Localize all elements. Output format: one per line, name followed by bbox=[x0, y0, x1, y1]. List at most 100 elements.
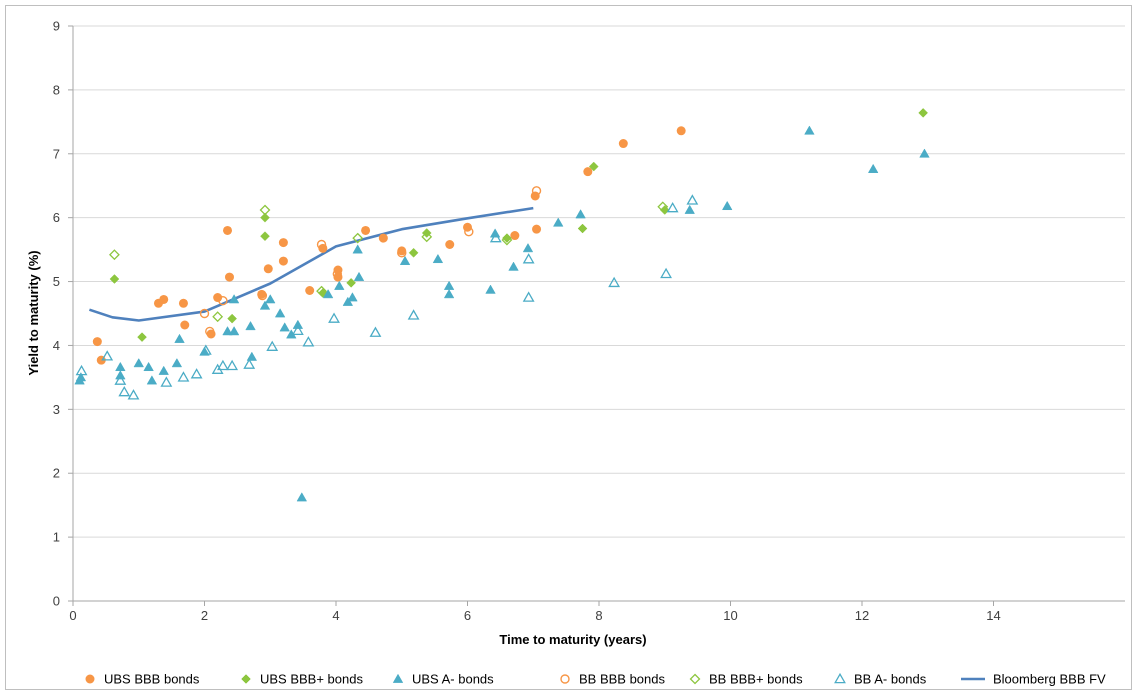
data-point-ubs-bbb-bonds-13 bbox=[278, 238, 288, 248]
data-point-ubs-bbb-bonds-24 bbox=[530, 191, 540, 201]
data-point-ubs-bbb-bonds-6 bbox=[346, 277, 356, 288]
data-point-ubs-a-bonds-14 bbox=[245, 320, 256, 331]
data-point-bb-a-bonds-17 bbox=[369, 326, 382, 337]
data-point-bb-bbb-bonds-0 bbox=[199, 308, 210, 319]
series-bb-a-bonds bbox=[75, 194, 699, 400]
series-bb-bbb-bonds bbox=[109, 201, 669, 323]
data-point-ubs-a-bonds-9 bbox=[174, 333, 185, 343]
data-point-ubs-bbb-bonds-0 bbox=[109, 274, 120, 284]
data-point-ubs-a-bonds-22 bbox=[296, 492, 308, 502]
data-point-ubs-bbb-bonds-3 bbox=[159, 294, 169, 304]
data-point-ubs-a-bonds-5 bbox=[143, 361, 154, 372]
data-point-ubs-a-bonds-38 bbox=[575, 209, 586, 219]
data-point-bb-a-bonds-23 bbox=[660, 267, 672, 279]
data-point-ubs-a-bonds-8 bbox=[171, 358, 183, 368]
x-tick-label-8: 8 bbox=[595, 608, 602, 623]
y-tick-label-6: 6 bbox=[53, 210, 60, 225]
data-point-ubs-a-bonds-1 bbox=[75, 372, 87, 382]
data-point-ubs-a-bonds-21 bbox=[292, 319, 304, 329]
data-point-ubs-bbb-bonds-11 bbox=[263, 264, 273, 274]
y-tick-label-7: 7 bbox=[53, 146, 60, 161]
y-tick-label-4: 4 bbox=[53, 338, 60, 353]
data-point-bb-bbb-bonds-1 bbox=[212, 311, 224, 323]
data-point-ubs-a-bonds-25 bbox=[342, 296, 354, 306]
data-point-bb-a-bonds-2 bbox=[114, 374, 127, 385]
series-ubs-a-bonds bbox=[74, 125, 930, 502]
data-point-bb-a-bonds-14 bbox=[291, 324, 304, 336]
legend-label-bloomberg-bbb-fv: Bloomberg BBB FV bbox=[993, 672, 1106, 687]
data-point-bb-bbb-bonds-7 bbox=[657, 201, 669, 213]
legend-swatch-bb-bbb-bonds bbox=[560, 674, 570, 684]
x-tick-label-0: 0 bbox=[69, 608, 76, 623]
data-point-bb-a-bonds-5 bbox=[160, 376, 173, 387]
data-point-bb-a-bonds-15 bbox=[302, 336, 315, 347]
data-point-ubs-a-bonds-29 bbox=[399, 255, 411, 265]
data-point-ubs-bbb-bonds-27 bbox=[618, 139, 628, 149]
data-point-bb-bbb-bonds-6 bbox=[501, 234, 513, 246]
y-tick-label-1: 1 bbox=[53, 530, 60, 545]
data-point-ubs-a-bonds-7 bbox=[158, 365, 169, 375]
legend-label-bb-bbb-bonds: BB BBB+ bonds bbox=[709, 672, 803, 687]
data-point-ubs-a-bonds-24 bbox=[334, 280, 345, 290]
data-point-ubs-bbb-bonds-20 bbox=[397, 246, 407, 256]
data-point-ubs-a-bonds-32 bbox=[443, 280, 455, 290]
data-point-ubs-a-bonds-43 bbox=[919, 148, 930, 158]
data-point-ubs-bbb-bonds-8 bbox=[223, 225, 233, 235]
data-point-ubs-a-bonds-6 bbox=[146, 375, 158, 385]
data-point-bb-a-bonds-13 bbox=[266, 340, 279, 351]
chart-outer-border bbox=[5, 5, 1132, 690]
data-point-ubs-a-bonds-19 bbox=[279, 322, 290, 332]
legend-swatch-bb-bbb-bonds bbox=[689, 673, 701, 685]
data-point-ubs-a-bonds-40 bbox=[721, 200, 733, 211]
legend-swatch-ubs-bbb-bonds bbox=[241, 674, 251, 684]
data-point-bb-bbb-bonds-3 bbox=[257, 290, 268, 301]
legend-label-ubs-a-bonds: UBS A- bonds bbox=[412, 672, 494, 687]
data-point-ubs-a-bonds-27 bbox=[352, 244, 363, 254]
data-point-bb-a-bonds-20 bbox=[522, 291, 535, 302]
data-point-ubs-a-bonds-37 bbox=[553, 217, 564, 227]
data-point-ubs-a-bonds-16 bbox=[259, 300, 271, 310]
data-point-ubs-bbb-bonds-7 bbox=[408, 247, 419, 258]
data-point-ubs-a-bonds-4 bbox=[133, 358, 144, 368]
data-point-ubs-bbb-bonds-2 bbox=[227, 313, 237, 324]
data-point-bb-bbb-bonds-4 bbox=[316, 239, 327, 250]
data-point-bb-a-bonds-3 bbox=[118, 385, 131, 397]
data-point-ubs-bbb-bonds-4 bbox=[260, 231, 270, 242]
data-point-ubs-bbb-bonds-18 bbox=[361, 225, 371, 235]
y-tick-label-9: 9 bbox=[53, 19, 60, 34]
data-point-bb-a-bonds-25 bbox=[686, 194, 699, 205]
data-point-ubs-a-bonds-39 bbox=[684, 204, 695, 214]
legend-swatch-bb-a-bonds bbox=[834, 672, 846, 684]
y-tick-label-3: 3 bbox=[53, 402, 60, 417]
data-point-ubs-bbb-bonds-14 bbox=[305, 286, 315, 295]
data-point-ubs-bbb-bonds-9 bbox=[502, 233, 512, 243]
data-point-bb-a-bonds-19 bbox=[489, 232, 502, 243]
data-point-ubs-a-bonds-36 bbox=[522, 243, 534, 253]
legend-swatch-ubs-a-bonds bbox=[392, 673, 404, 683]
data-point-bb-a-bonds-12 bbox=[243, 358, 256, 369]
y-tick-label-5: 5 bbox=[53, 274, 60, 289]
data-point-ubs-bbb-bonds-21 bbox=[445, 240, 455, 249]
data-point-bb-a-bonds-24 bbox=[666, 201, 679, 213]
data-point-bb-a-bonds-22 bbox=[608, 276, 621, 288]
x-tick-label-12: 12 bbox=[855, 608, 869, 623]
data-point-ubs-a-bonds-33 bbox=[485, 284, 496, 294]
data-point-ubs-a-bonds-12 bbox=[228, 326, 240, 336]
x-tick-label-6: 6 bbox=[464, 608, 471, 623]
data-point-bb-a-bonds-1 bbox=[101, 350, 114, 361]
data-point-ubs-a-bonds-41 bbox=[804, 125, 815, 135]
legend: UBS BBB bonds UBS BBB+ bonds UBS A- bonds B… bbox=[85, 672, 1106, 687]
data-point-bb-a-bonds-11 bbox=[226, 359, 239, 371]
data-point-bb-a-bonds-6 bbox=[177, 371, 190, 382]
legend-label-bb-bbb-bonds: BB BBB bonds bbox=[579, 672, 665, 687]
data-point-ubs-a-bonds-31 bbox=[443, 289, 455, 299]
x-axis-title: Time to maturity (years) bbox=[499, 632, 646, 647]
data-point-ubs-bbb-bonds-0 bbox=[92, 337, 102, 347]
data-point-ubs-bbb-bonds-3 bbox=[260, 212, 270, 223]
data-point-ubs-bbb-bonds-5 bbox=[180, 320, 190, 330]
data-point-bb-bbb-bonds-0 bbox=[109, 249, 120, 261]
x-tick-label-2: 2 bbox=[201, 608, 208, 623]
data-point-bb-bbb-bonds-1 bbox=[205, 326, 215, 337]
